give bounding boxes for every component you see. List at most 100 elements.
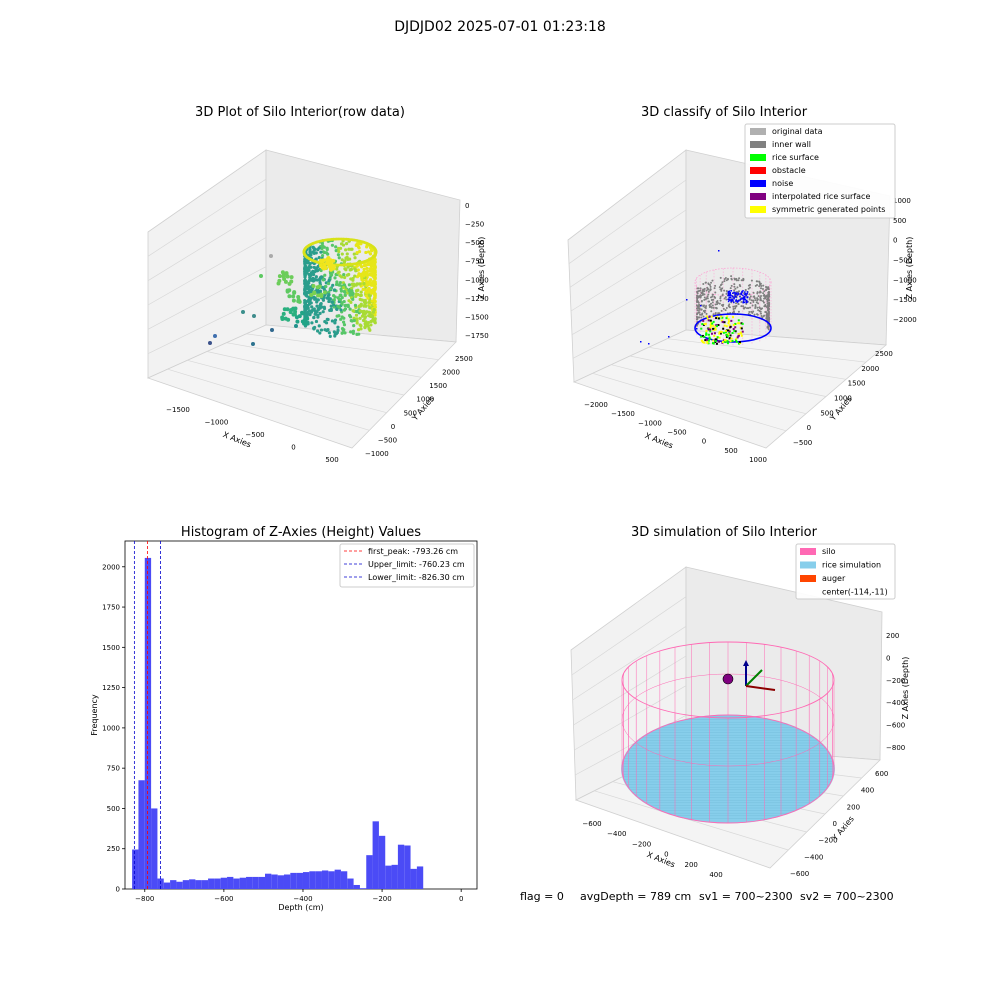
raw-point <box>332 294 336 298</box>
raw-point <box>358 309 362 313</box>
raw-point <box>364 294 369 298</box>
plot-area <box>124 540 478 890</box>
raw-point <box>325 246 329 250</box>
inner-wall-point <box>766 326 769 329</box>
inner-wall-point <box>759 312 762 315</box>
raw-point <box>371 291 375 295</box>
histogram-bar <box>144 557 152 889</box>
simulation-legend: silo rice simulation auger center(-114,-11) <box>795 543 896 600</box>
raw-point <box>251 342 255 346</box>
rice-point <box>709 319 712 322</box>
inner-wall-point <box>724 309 727 312</box>
noise-point <box>731 292 734 294</box>
x-axis-label: X Axies <box>646 850 677 869</box>
status-footer: flag = 0 avgDepth = 789 cm sv1 = 700~230… <box>520 890 894 903</box>
histogram-bar <box>227 876 234 889</box>
rice-point <box>707 333 710 336</box>
rice-point <box>723 324 726 327</box>
y-tick-label: 1250 <box>102 684 120 692</box>
rice-point <box>738 341 741 344</box>
inner-wall-point <box>734 287 737 290</box>
x-tick-label: −500 <box>245 431 264 439</box>
raw-point <box>348 268 352 272</box>
rice-point <box>726 334 729 337</box>
raw-point <box>315 304 319 308</box>
raw-point <box>285 307 290 312</box>
raw-point <box>365 269 370 274</box>
raw-point <box>357 332 361 336</box>
rice-point <box>739 331 742 334</box>
inner-wall-point <box>700 316 703 319</box>
noise-point <box>741 291 743 294</box>
legend-label: center(-114,-11) <box>822 588 888 597</box>
reference-lines <box>133 541 161 889</box>
z-axis-label: Z Axies (Depth) <box>901 657 910 720</box>
inner-wall-point <box>700 308 703 311</box>
histogram-bar <box>416 866 424 889</box>
raw-point <box>325 296 329 300</box>
raw-point <box>348 257 352 261</box>
raw-point <box>333 334 337 338</box>
inner-wall-point <box>713 287 716 290</box>
inner-wall-point <box>737 279 740 282</box>
x-tick-label: 500 <box>724 447 737 455</box>
rice-point <box>731 331 734 334</box>
raw-point <box>372 303 376 307</box>
y-axis-label: Y Axies <box>830 814 856 843</box>
rice-point <box>717 317 720 320</box>
raw-point <box>297 314 302 319</box>
inner-wall-point <box>719 299 722 302</box>
rice-point <box>723 339 726 342</box>
inner-wall-point <box>739 285 742 288</box>
inner-wall-point <box>725 292 728 295</box>
raw-point <box>318 263 323 268</box>
legend-label: obstacle <box>772 166 806 175</box>
histogram-bar <box>290 872 297 889</box>
noise-point <box>742 294 744 296</box>
inner-wall-point <box>742 277 745 280</box>
z-axis-label: Z Axies (Depth) <box>477 237 486 300</box>
inner-wall-point <box>704 309 707 312</box>
raw-point <box>371 269 375 273</box>
noise-point <box>731 295 734 298</box>
y-tick-label: −400 <box>804 853 823 861</box>
classified-point-cloud <box>640 250 772 346</box>
noise-point <box>742 300 745 302</box>
raw-point <box>327 299 331 304</box>
rice-point <box>701 341 704 344</box>
inner-wall-point <box>762 284 765 287</box>
inner-wall-point <box>752 291 755 294</box>
histogram-bar <box>163 882 171 889</box>
raw-point <box>340 252 344 256</box>
raw-point <box>352 323 356 328</box>
rice-point <box>725 329 728 332</box>
x-tick-label: −2000 <box>584 401 608 409</box>
raw-point <box>292 312 297 317</box>
histogram-bar <box>385 865 392 889</box>
histogram-bar <box>315 871 322 889</box>
rice-point <box>728 332 731 335</box>
inner-wall-point <box>696 287 699 290</box>
raw-point <box>322 262 327 267</box>
inner-wall-point <box>767 286 770 289</box>
raw-point <box>325 258 330 263</box>
inner-wall-point <box>756 313 759 316</box>
inner-wall-point <box>730 277 733 280</box>
raw-point <box>363 298 367 302</box>
raw-point <box>373 265 377 269</box>
inner-wall-point <box>752 300 755 303</box>
rice-point <box>717 324 720 327</box>
x-tick-label: −400 <box>293 895 312 903</box>
rice-point <box>703 323 706 326</box>
z-tick-label: −2000 <box>893 316 917 324</box>
raw-point <box>322 295 326 300</box>
raw-point <box>318 289 323 293</box>
raw-point <box>332 288 337 292</box>
rice-point <box>729 334 732 337</box>
rice-point <box>726 342 729 345</box>
histogram-bar <box>391 864 398 889</box>
rice-point <box>707 342 710 345</box>
raw-point <box>306 299 311 304</box>
inner-wall-point <box>711 298 714 301</box>
raw-point <box>323 293 327 297</box>
